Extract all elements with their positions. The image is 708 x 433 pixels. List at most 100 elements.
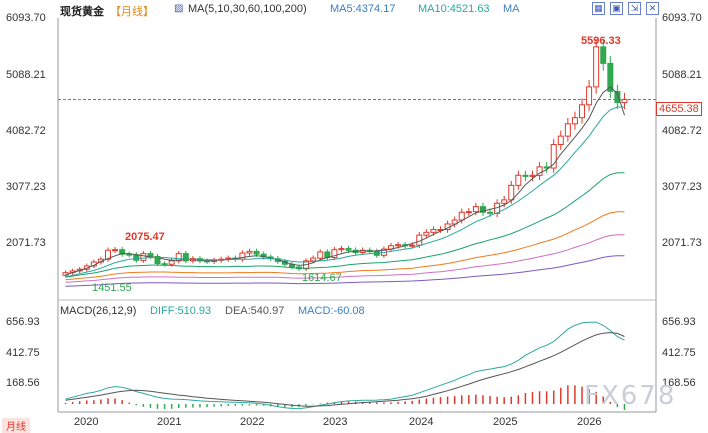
price-tick-right: 2071.73 bbox=[662, 237, 702, 249]
candle-body bbox=[529, 174, 536, 177]
candle-body bbox=[161, 263, 168, 266]
candle-body bbox=[175, 253, 182, 262]
expand-icon[interactable]: ⇲ bbox=[628, 2, 641, 15]
candle-body bbox=[154, 255, 161, 265]
last-price-badge: 4655.38 bbox=[656, 102, 702, 116]
candle-body bbox=[607, 62, 614, 92]
candle-body bbox=[430, 229, 437, 233]
price-tick-left: 3077.23 bbox=[6, 181, 46, 193]
macd-dea: DEA:540.97 bbox=[225, 305, 285, 317]
candle-body bbox=[246, 250, 253, 254]
candle-body bbox=[112, 249, 119, 252]
x-tick: 2025 bbox=[493, 416, 518, 428]
candle-body bbox=[536, 166, 543, 176]
macd-panel bbox=[64, 321, 626, 410]
candle-body bbox=[140, 253, 147, 261]
macd-tick-left: 656.93 bbox=[6, 316, 40, 328]
candle-body bbox=[168, 260, 175, 265]
candle-body bbox=[395, 244, 402, 247]
ma30-line bbox=[65, 172, 625, 278]
close-icon[interactable]: ✕ bbox=[646, 2, 659, 15]
candle-body bbox=[338, 248, 345, 251]
ma10-value: MA10:4521.63 bbox=[418, 3, 490, 15]
candle-body bbox=[479, 206, 486, 213]
indicator-icon[interactable]: ▨ bbox=[174, 3, 184, 14]
candle-body bbox=[310, 257, 317, 262]
x-tick: 2026 bbox=[577, 416, 602, 428]
macd-tick-right: 168.56 bbox=[662, 377, 696, 389]
macd-tick-left: 168.56 bbox=[6, 377, 40, 389]
macd-diff: DIFF:510.93 bbox=[150, 305, 212, 317]
macd-dea-line bbox=[65, 332, 625, 407]
ma10-line bbox=[65, 106, 625, 278]
ma60-line bbox=[65, 211, 625, 281]
candle-body bbox=[182, 253, 189, 262]
macd-tick-right: 656.93 bbox=[662, 316, 696, 328]
candle-body bbox=[119, 249, 126, 255]
macd-label: MACD(26,12,9) bbox=[60, 305, 137, 317]
x-tick: 2020 bbox=[74, 416, 99, 428]
candle-body bbox=[104, 249, 111, 260]
price-tick-left: 5088.21 bbox=[6, 69, 46, 81]
price-tick-right: 3077.23 bbox=[662, 181, 702, 193]
macd-diff-line bbox=[65, 321, 625, 410]
candle-body bbox=[586, 86, 593, 106]
candle-body bbox=[522, 174, 529, 177]
candle-body bbox=[564, 123, 571, 137]
macd-tick-right: 412.75 bbox=[662, 347, 696, 359]
ma200-line bbox=[65, 255, 625, 287]
candle-body bbox=[579, 104, 586, 119]
annotation-low1: 1451.55 bbox=[92, 282, 132, 294]
candle-body bbox=[409, 244, 416, 247]
x-tick: 2021 bbox=[157, 416, 182, 428]
price-tick-left: 6093.70 bbox=[6, 12, 46, 24]
ma-label[interactable]: MA(5,10,30,60,100,200) bbox=[188, 3, 307, 15]
ma5-value: MA5:4374.17 bbox=[330, 3, 396, 15]
price-tick-right: 5088.21 bbox=[662, 69, 702, 81]
x-tick: 2022 bbox=[240, 416, 265, 428]
candle-body bbox=[331, 249, 338, 259]
candle-body bbox=[147, 253, 154, 257]
annotation-mid-high: 2075.47 bbox=[125, 231, 165, 243]
macd-tick-left: 412.75 bbox=[6, 347, 40, 359]
candle-body bbox=[317, 251, 324, 259]
candle-body bbox=[508, 184, 515, 201]
macd-value: MACD:-60.08 bbox=[298, 305, 365, 317]
price-tick-left: 4082.72 bbox=[6, 125, 46, 137]
candle-body bbox=[593, 46, 600, 88]
price-tick-right: 4082.72 bbox=[662, 125, 702, 137]
price-tick-left: 2071.73 bbox=[6, 237, 46, 249]
candle-body bbox=[571, 117, 578, 125]
ma5-line bbox=[65, 86, 625, 276]
ma-more: MA bbox=[503, 3, 520, 15]
ma100-line bbox=[65, 234, 625, 283]
candle-body bbox=[253, 250, 260, 255]
candle-body bbox=[472, 206, 479, 213]
grid-icon[interactable]: ▦ bbox=[592, 2, 605, 15]
candle-body bbox=[621, 98, 628, 104]
candle-body bbox=[239, 252, 246, 260]
candle-body bbox=[614, 90, 621, 104]
period-marker[interactable]: 月线 bbox=[2, 418, 30, 433]
x-tick: 2023 bbox=[323, 416, 348, 428]
annotation-low2: 1614.67 bbox=[302, 272, 342, 284]
candle-body bbox=[550, 144, 557, 169]
candle-body bbox=[600, 46, 607, 64]
candle-body bbox=[515, 174, 522, 186]
candle-body bbox=[260, 253, 267, 258]
candle-body bbox=[345, 248, 352, 251]
candle-body bbox=[487, 211, 494, 214]
period-label[interactable]: 【月线】 bbox=[110, 6, 154, 18]
candle-body bbox=[133, 254, 140, 261]
annotation-high: 5596.33 bbox=[581, 35, 621, 47]
price-tick-right: 6093.70 bbox=[662, 12, 702, 24]
candle-body bbox=[423, 231, 430, 236]
candle-body bbox=[501, 199, 508, 204]
symbol-title: 现货黄金 bbox=[60, 6, 104, 18]
x-tick: 2024 bbox=[409, 416, 434, 428]
collapse-icon[interactable]: ▣ bbox=[610, 2, 623, 15]
candle-body bbox=[458, 211, 465, 221]
watermark: FX678 bbox=[584, 381, 677, 411]
price-panel bbox=[62, 39, 628, 287]
